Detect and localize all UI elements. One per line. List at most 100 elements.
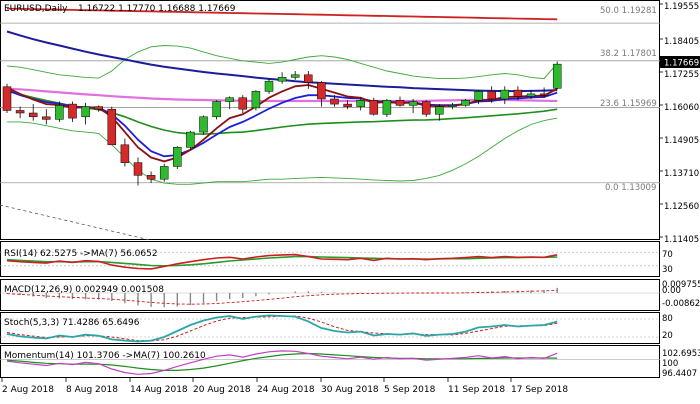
- candle-bull: [81, 106, 90, 118]
- candle-bull: [199, 116, 208, 133]
- candle-bear: [42, 116, 51, 120]
- candle-bull: [159, 166, 169, 180]
- candle-bear: [15, 110, 25, 114]
- candle-bear: [421, 101, 431, 115]
- price-tick-label: 1.14905: [664, 136, 699, 146]
- rsi-title: RSI(14) 62.5275 ->MA(7) 56.0652: [4, 249, 158, 259]
- candle-bull: [212, 101, 221, 118]
- candle-bear: [68, 103, 77, 119]
- trend-line: [0, 204, 151, 241]
- date-label: 11 Sep 2018: [448, 385, 505, 395]
- rsi-line: [6, 253, 558, 270]
- rsi-tick-label: 70: [662, 250, 673, 260]
- candles: [2, 61, 562, 186]
- price-tick-label: 1.18405: [664, 37, 699, 47]
- macd-tick-label: 0.009755: [662, 280, 700, 290]
- candle-bull: [526, 93, 536, 97]
- indicator-panels: [0, 251, 660, 375]
- momentum-line: [6, 350, 558, 375]
- candle-bull: [173, 147, 182, 167]
- candle-bear: [94, 106, 103, 110]
- date-label: 2 Aug 2018: [2, 385, 54, 395]
- candle-bull: [277, 77, 287, 82]
- fib-label-0: 0.0 1.13009: [605, 183, 656, 193]
- candle-bear: [317, 82, 326, 100]
- momentum-title: Momentum(14) 101.3706 ->MA(7) 100.2610: [4, 351, 206, 361]
- candle-bear: [369, 100, 379, 115]
- candle-bull: [435, 106, 444, 115]
- stoch-k-line: [6, 314, 558, 343]
- macd-tick-label: 0.00: [662, 286, 681, 296]
- candle-bull: [186, 131, 195, 148]
- current-price-marker: [660, 56, 700, 68]
- candle-bear: [487, 91, 496, 100]
- candle-bear: [238, 97, 248, 110]
- candle-bull: [290, 74, 300, 78]
- date-label: 8 Aug 2018: [66, 385, 118, 395]
- candle-bear: [513, 89, 523, 97]
- bollinger-bands: [6, 45, 558, 185]
- price-panel-frame: [0, 0, 660, 240]
- candle-bull: [408, 101, 418, 106]
- candle-bull: [55, 105, 64, 120]
- macd-title: MACD(12,26,9) 0.002949 0.001508: [4, 285, 164, 295]
- stoch-tick-label: 20: [662, 331, 673, 341]
- bollinger-upper-line: [6, 45, 558, 80]
- fibonacci-levels: [0, 22, 660, 241]
- price-tick-label: 1.12560: [664, 202, 699, 212]
- candle-bull: [448, 105, 457, 107]
- candle-bull: [382, 100, 392, 115]
- date-label: 20 Aug 2018: [193, 385, 251, 395]
- fib-label-50: 50.0 1.19281: [600, 6, 657, 16]
- stoch-tick-label: 80: [662, 314, 673, 324]
- candle-bear: [120, 144, 130, 163]
- candle-bear: [28, 112, 38, 118]
- candle-bear: [133, 162, 143, 176]
- rsi-panel-frame: [0, 241, 660, 277]
- price-tick-label: 1.13710: [664, 169, 699, 179]
- macd-panel-frame: [0, 279, 660, 311]
- candle-bull: [461, 100, 470, 106]
- momentum-panel-frame: [0, 345, 660, 378]
- date-label: 30 Aug 2018: [321, 385, 379, 395]
- candle-bull: [500, 89, 510, 100]
- candle-bear: [330, 98, 339, 105]
- price-tick-label: 1.11405: [664, 235, 699, 245]
- date-label: 24 Aug 2018: [257, 385, 315, 395]
- macd-signal-line: [6, 289, 558, 305]
- candle-bear: [146, 175, 156, 180]
- fib-label-23: 23.6 1.15969: [600, 99, 657, 109]
- candle-bear: [395, 100, 405, 106]
- chart-symbol: EURUSD,Daily: [4, 4, 68, 14]
- fib-label-38: 38.2 1.17801: [600, 49, 657, 59]
- stoch-title: Stoch(5,3,3) 71.4286 65.6496: [4, 318, 140, 328]
- candle-bull: [225, 97, 234, 102]
- stoch-panel-frame: [0, 312, 660, 344]
- price-tick-label: 1.17255: [664, 70, 699, 80]
- momentum-tick-label: 102.6953: [662, 349, 700, 359]
- candle-bear: [343, 103, 352, 107]
- candle-bear: [2, 86, 12, 111]
- macd-tick-label: -0.008625: [662, 299, 700, 309]
- sma-red-line: [6, 7, 558, 21]
- momentum-tick-label: 100: [662, 359, 678, 369]
- momentum-tick-label: 96.4407: [662, 369, 697, 379]
- date-label: 5 Sep 2018: [384, 385, 436, 395]
- current-price-label: 1.17669: [664, 59, 699, 69]
- date-label: 14 Aug 2018: [130, 385, 188, 395]
- rsi-tick-label: 30: [662, 265, 673, 275]
- candle-bear: [304, 74, 313, 83]
- candle-bull: [251, 91, 261, 109]
- bollinger-lower-line: [7, 117, 558, 185]
- candle-bear: [107, 108, 117, 146]
- price-tick-label: 1.16060: [664, 103, 699, 113]
- candle-bull: [552, 63, 562, 89]
- price-tick-label: 1.19555: [664, 2, 699, 12]
- candle-bull: [356, 100, 365, 107]
- chart-ohlc: 1.16722 1.17770 1.16688 1.17669: [78, 4, 236, 14]
- date-label: 17 Sep 2018: [511, 385, 568, 395]
- candle-bear: [539, 93, 549, 96]
- candle-bull: [264, 80, 274, 92]
